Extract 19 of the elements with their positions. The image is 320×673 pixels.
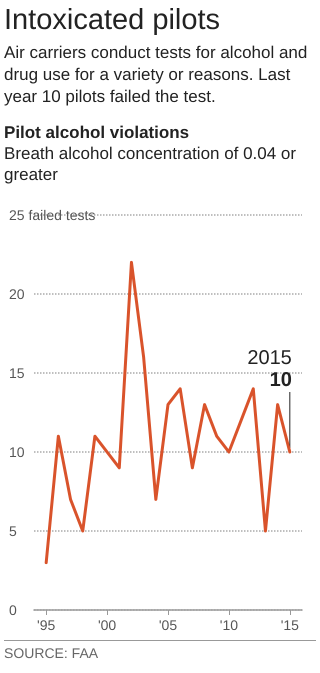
annotation: 2015 [247, 347, 292, 369]
y-tick-label: 20 [9, 286, 25, 302]
x-tick-label: '95 [37, 617, 56, 633]
y-tick-label: 10 [9, 444, 25, 460]
source-note: SOURCE: FAA [4, 640, 316, 673]
x-tick-label: '05 [158, 617, 178, 633]
line-series [44, 260, 292, 564]
y-tick-label: 25 failed tests [9, 207, 96, 223]
annotation: 10 [270, 369, 292, 391]
x-tick-label: '10 [220, 617, 238, 633]
y-tick-label: 15 [9, 365, 25, 381]
y-tick-label: 5 [9, 523, 17, 539]
text: Pilot alcohol violations [4, 122, 190, 143]
x-tick-label: '15 [280, 617, 300, 633]
chart-title: Intoxicated pilots [4, 3, 222, 38]
text: Breath alcohol concentration of 0.04 or greater [4, 143, 298, 185]
chart-subtitle: Air carriers conduct tests for alcohol and drug use for a variety or reasons. Last year 10 pilots failed the test. [4, 42, 308, 108]
y-tick-label: 0 [9, 602, 17, 618]
x-tick-label: '00 [98, 617, 116, 633]
